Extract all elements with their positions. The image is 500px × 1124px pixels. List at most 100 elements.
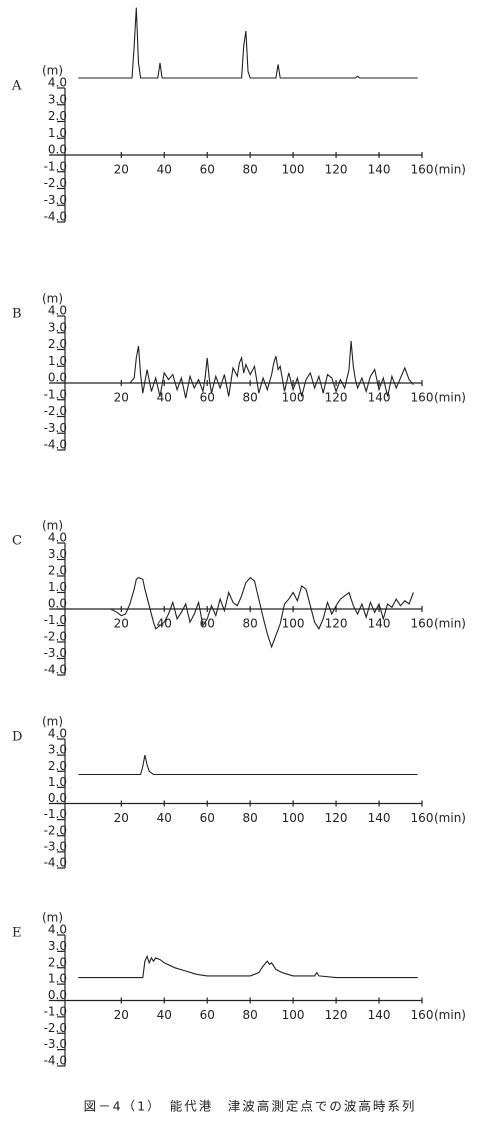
x-tick-label: 140	[368, 1008, 391, 1022]
y-tick-label: -1.0	[44, 807, 67, 821]
y-axis-label: (m)	[42, 64, 63, 78]
y-tick-label: -2.0	[44, 630, 67, 644]
y-tick-label: -2.0	[44, 404, 67, 418]
y-tick-label: 1.0	[48, 580, 67, 594]
y-tick-label: -3.0	[44, 1037, 67, 1051]
y-axis-label: (m)	[42, 519, 63, 533]
x-tick-label: 40	[157, 163, 172, 177]
y-tick-label: -1.0	[44, 159, 67, 173]
x-tick-label: 20	[114, 811, 129, 825]
y-tick-label: 0.0	[48, 597, 67, 611]
x-tick-label: 100	[282, 163, 305, 177]
x-axis-label: (min)	[434, 163, 466, 177]
y-axis-label: (m)	[42, 292, 63, 306]
x-tick-label: 80	[243, 617, 258, 631]
x-tick-label: 140	[368, 391, 391, 405]
x-tick-label: 20	[114, 617, 129, 631]
y-tick-label: 0.0	[48, 371, 67, 385]
x-tick-label: 120	[325, 1008, 348, 1022]
y-tick-label: 4.0	[48, 531, 67, 545]
y-tick-label: 4.0	[48, 76, 67, 90]
panel-label: C	[12, 534, 22, 549]
x-tick-label: 100	[282, 617, 305, 631]
x-tick-label: 120	[325, 811, 348, 825]
wave-trace	[78, 576, 414, 649]
y-tick-label: -4.0	[44, 210, 67, 224]
x-tick-label: 20	[114, 1008, 129, 1022]
y-tick-label: 0.0	[48, 791, 67, 805]
x-axis-label: (min)	[434, 1008, 466, 1022]
y-tick-label: 2.0	[48, 955, 67, 969]
x-tick-label: 40	[157, 617, 172, 631]
x-tick-label: 160	[411, 163, 434, 177]
x-tick-label: 60	[200, 811, 215, 825]
y-tick-label: -4.0	[44, 856, 67, 870]
panel-label: D	[12, 730, 22, 745]
x-tick-label: 160	[411, 1008, 434, 1022]
x-tick-label: 120	[325, 617, 348, 631]
y-tick-label: 3.0	[48, 547, 67, 561]
x-tick-label: 80	[243, 811, 258, 825]
x-tick-label: 160	[411, 811, 434, 825]
x-tick-label: 20	[114, 163, 129, 177]
x-tick-label: 100	[282, 1008, 305, 1022]
y-tick-label: 3.0	[48, 743, 67, 757]
y-tick-label: 4.0	[48, 304, 67, 318]
x-tick-label: 40	[157, 811, 172, 825]
x-tick-label: 140	[368, 163, 391, 177]
x-tick-label: 60	[200, 1008, 215, 1022]
x-tick-label: 160	[411, 617, 434, 631]
x-tick-label: 80	[243, 163, 258, 177]
y-tick-label: 2.0	[48, 564, 67, 578]
panel-label: E	[12, 926, 22, 941]
caption: 図－4（1） 能代港 津波高測定点での波高時系列	[84, 1099, 417, 1114]
x-tick-label: 100	[282, 391, 305, 405]
wave-trace	[78, 7, 418, 79]
y-axis-label: (m)	[42, 911, 63, 925]
x-tick-label: 120	[325, 391, 348, 405]
x-tick-label: 60	[200, 617, 215, 631]
x-tick-label: 120	[325, 163, 348, 177]
panel-label: B	[12, 307, 22, 322]
y-tick-label: 3.0	[48, 939, 67, 953]
y-tick-label: -1.0	[44, 613, 67, 627]
x-tick-label: 160	[411, 391, 434, 405]
y-tick-label: -3.0	[44, 193, 67, 207]
y-tick-label: 4.0	[48, 923, 67, 937]
y-tick-label: -1.0	[44, 1004, 67, 1018]
panel-label: A	[11, 79, 22, 94]
x-axis-label: (min)	[434, 391, 466, 405]
x-axis-label: (min)	[434, 811, 466, 825]
y-tick-label: -4.0	[44, 663, 67, 677]
y-tick-label: -3.0	[44, 839, 67, 853]
y-tick-label: -4.0	[44, 438, 67, 452]
y-tick-label: 2.0	[48, 759, 67, 773]
y-tick-label: 1.0	[48, 972, 67, 986]
wave-trace	[78, 954, 418, 979]
x-axis-label: (min)	[434, 617, 466, 631]
x-tick-label: 60	[200, 163, 215, 177]
y-tick-label: -1.0	[44, 387, 67, 401]
x-tick-label: 60	[200, 391, 215, 405]
y-tick-label: -2.0	[44, 1021, 67, 1035]
y-tick-label: 1.0	[48, 354, 67, 368]
y-tick-label: 3.0	[48, 92, 67, 106]
wave-trace	[78, 754, 418, 776]
y-tick-label: -2.0	[44, 176, 67, 190]
x-tick-label: 80	[243, 1008, 258, 1022]
x-tick-label: 80	[243, 391, 258, 405]
y-tick-label: 1.0	[48, 126, 67, 140]
y-tick-label: 4.0	[48, 727, 67, 741]
y-tick-label: 0.0	[48, 988, 67, 1002]
y-tick-label: -2.0	[44, 823, 67, 837]
x-tick-label: 140	[368, 617, 391, 631]
y-tick-label: 2.0	[48, 109, 67, 123]
x-tick-label: 140	[368, 811, 391, 825]
y-tick-label: 2.0	[48, 337, 67, 351]
y-tick-label: -3.0	[44, 646, 67, 660]
x-tick-label: 20	[114, 391, 129, 405]
x-tick-label: 100	[282, 811, 305, 825]
y-tick-label: 1.0	[48, 775, 67, 789]
y-tick-label: 3.0	[48, 320, 67, 334]
